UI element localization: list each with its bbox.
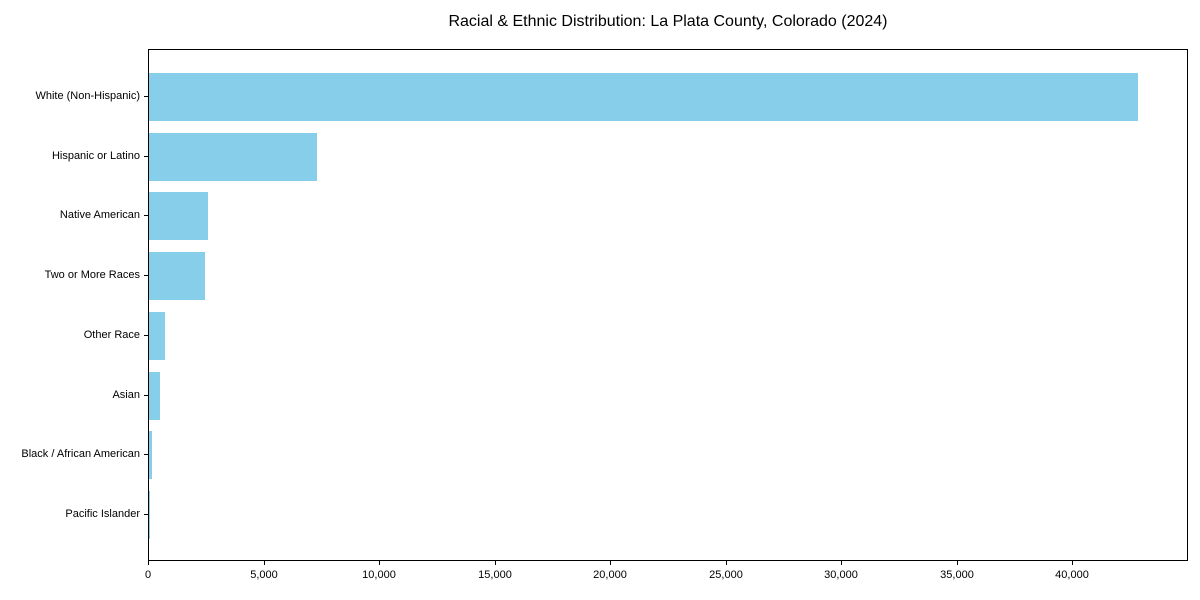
y-tick-label: Two or More Races xyxy=(44,269,140,281)
x-tick-label: 35,000 xyxy=(940,569,974,581)
y-tick-label: Native American xyxy=(59,209,140,221)
y-tick-label: Pacific Islander xyxy=(65,508,140,520)
x-axis-tick xyxy=(148,561,149,565)
plot-area xyxy=(148,49,1188,561)
x-axis-tick xyxy=(957,561,958,565)
y-tick-label: Asian xyxy=(112,389,140,401)
y-axis-tick xyxy=(144,454,148,455)
y-axis-tick xyxy=(144,156,148,157)
x-tick-label: 10,000 xyxy=(362,569,396,581)
x-axis-tick xyxy=(726,561,727,565)
bar-black-african-american xyxy=(149,431,152,479)
y-tick-label: Other Race xyxy=(83,329,140,341)
bar-two-or-more-races xyxy=(149,252,205,300)
x-tick-label: 0 xyxy=(144,569,152,581)
y-tick-label: White (Non-Hispanic) xyxy=(35,90,140,102)
x-axis-tick xyxy=(610,561,611,565)
x-tick-label: 5,000 xyxy=(250,569,278,581)
y-axis-tick xyxy=(144,514,148,515)
y-tick-label: Hispanic or Latino xyxy=(51,150,140,162)
y-axis-tick xyxy=(144,96,148,97)
x-axis-tick xyxy=(1072,561,1073,565)
x-tick-label: 15,000 xyxy=(478,569,512,581)
bar-asian xyxy=(149,372,160,420)
x-tick-label: 40,000 xyxy=(1055,569,1089,581)
y-tick-label: Black / African American xyxy=(21,448,140,460)
bar-pacific-islander xyxy=(149,491,150,539)
x-tick-label: 30,000 xyxy=(824,569,858,581)
x-axis-tick xyxy=(495,561,496,565)
x-axis-tick xyxy=(379,561,380,565)
y-axis-tick xyxy=(144,395,148,396)
bar-white-non-hispanic xyxy=(149,73,1139,121)
y-axis-tick xyxy=(144,275,148,276)
chart-title: Racial & Ethnic Distribution: La Plata C… xyxy=(448,13,888,30)
y-axis-tick xyxy=(144,215,148,216)
bar-native-american xyxy=(149,192,209,240)
bar-other-race xyxy=(149,312,165,360)
x-tick-label: 20,000 xyxy=(593,569,627,581)
bar-hispanic-or-latino xyxy=(149,133,317,181)
y-axis-tick xyxy=(144,335,148,336)
x-tick-label: 25,000 xyxy=(709,569,743,581)
x-axis-tick xyxy=(841,561,842,565)
x-axis-tick xyxy=(264,561,265,565)
